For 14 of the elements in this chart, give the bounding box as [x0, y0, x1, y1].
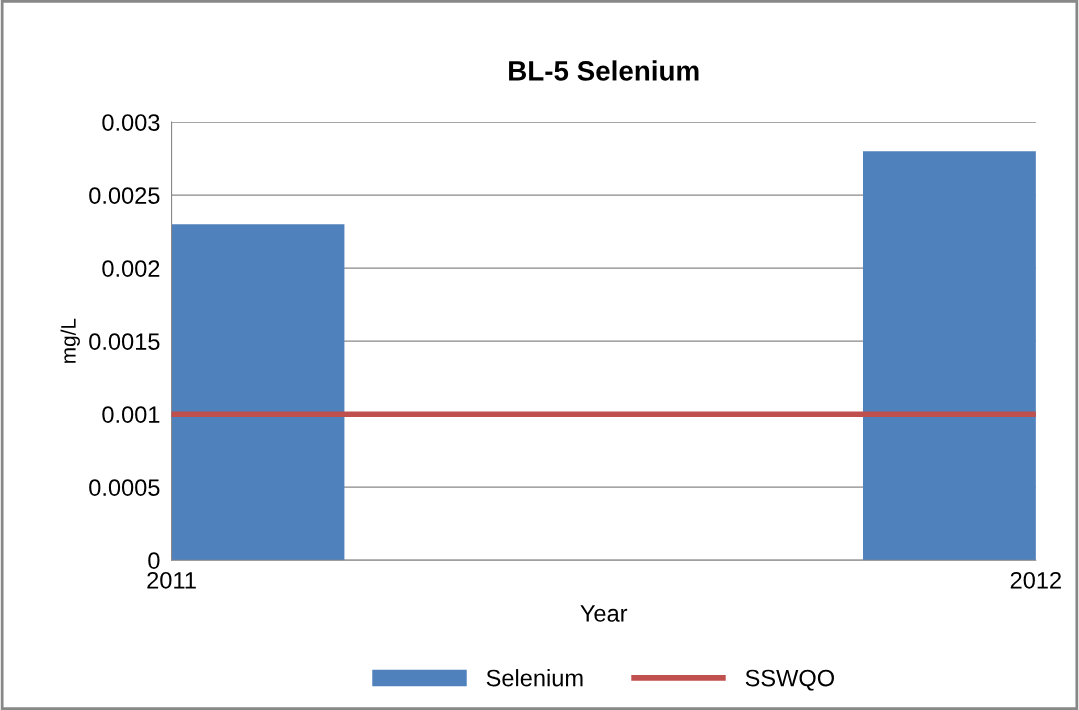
y-tick-label: 0.003	[102, 114, 160, 131]
y-tick-label: 0.002	[102, 260, 160, 277]
y-axis-title: mg/L	[60, 318, 80, 363]
y-tick-label: 0.0005	[89, 479, 160, 496]
y-tick-label: 0.0025	[89, 187, 160, 204]
x-tick-label: 2011	[147, 571, 196, 589]
legend-label: SSWQO	[745, 669, 834, 691]
x-axis-title: Year	[580, 605, 628, 622]
y-tick-label: 0.001	[102, 406, 160, 423]
y-tick-label: 0	[148, 552, 160, 569]
x-tick-label: 2012	[1010, 571, 1061, 589]
legend-label: Selenium	[486, 669, 583, 687]
chart-title: BL-5 Selenium	[509, 60, 699, 81]
y-tick-label: 0.0015	[89, 333, 160, 350]
